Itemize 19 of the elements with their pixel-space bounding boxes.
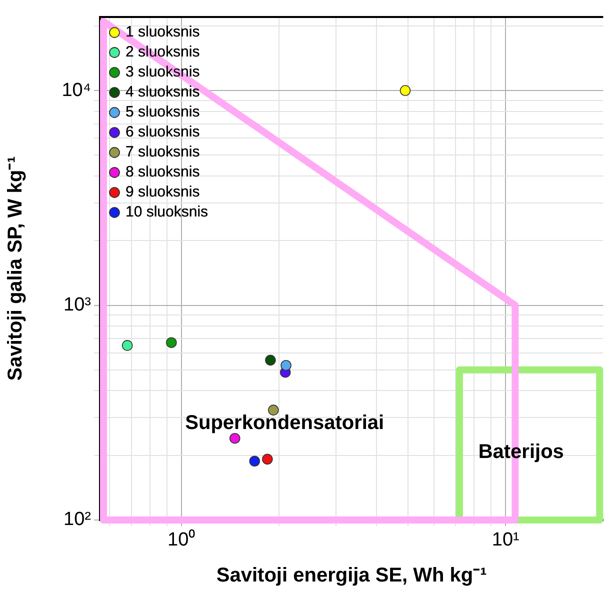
legend-label: 1 sluoksnis (126, 24, 200, 41)
legend-label: 6 sluoksnis (126, 124, 200, 141)
legend-label: 4 sluoksnis (126, 84, 200, 101)
x-tick-label: 10⁰ (168, 528, 196, 551)
legend-label: 3 sluoksnis (126, 64, 200, 81)
y-tick-label: 10⁴ (62, 80, 91, 101)
legend-label: 7 sluoksnis (126, 144, 200, 161)
legend-label: 8 sluoksnis (126, 164, 200, 181)
y-axis-title: Savitoji galia SP, W kg⁻¹ (4, 156, 27, 381)
legend-label: 9 sluoksnis (126, 184, 200, 201)
annotation: Baterijos (478, 440, 564, 463)
annotation: Superkondensatoriai (185, 412, 384, 434)
x-tick-label: 10¹ (492, 530, 520, 551)
legend-label: 2 sluoksnis (126, 44, 200, 61)
legend-label: 10 sluoksnis (126, 204, 208, 221)
x-axis-title: Savitoji energija SE, Wh kg⁻¹ (216, 564, 488, 587)
y-tick-label: 10³ (64, 294, 91, 316)
y-tick-label: 10² (64, 509, 91, 530)
legend-label: 5 sluoksnis (126, 104, 200, 121)
